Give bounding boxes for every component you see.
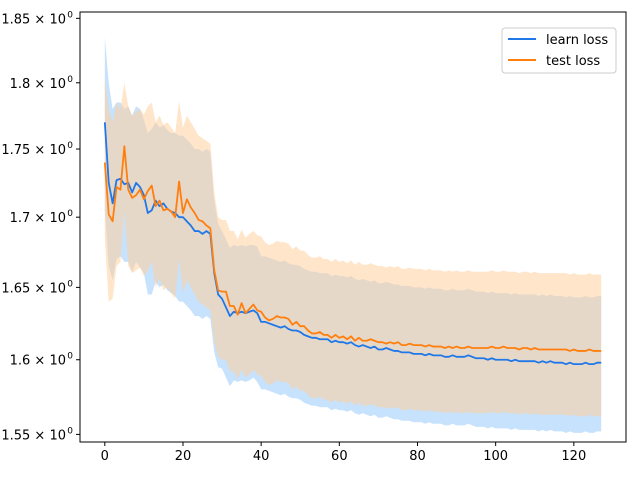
x-tick-label: 80 xyxy=(409,449,426,464)
x-tick-label: 20 xyxy=(175,449,192,464)
y-tick-exponent: 0 xyxy=(67,209,73,219)
confidence-bands xyxy=(104,37,602,433)
y-tick-exponent: 0 xyxy=(67,426,73,436)
x-tick-label: 100 xyxy=(483,449,508,464)
y-tick-label: 1.7 × 10 xyxy=(10,211,66,226)
y-axis-ticks: 1.55 × 10 01.6 × 10 01.65 × 10 01.7 × 10 01.… xyxy=(1,10,80,443)
y-tick-exponent: 0 xyxy=(67,75,73,85)
series-lines xyxy=(103,122,602,366)
y-tick-label: 1.75 × 10 xyxy=(1,143,66,158)
x-axis-ticks: 0 20 40 60 80 100 120 xyxy=(101,442,586,464)
line-learn-loss xyxy=(103,122,602,366)
y-tick-label: 1.55 × 10 xyxy=(1,428,66,443)
y-tick-label: 1.6 × 10 xyxy=(10,354,66,369)
legend-label-learn-loss: learn loss xyxy=(546,33,608,48)
plot-frame xyxy=(79,11,627,443)
y-tick-exponent: 0 xyxy=(67,10,73,20)
legend-label-test-loss: test loss xyxy=(546,54,600,69)
y-tick-exponent: 0 xyxy=(67,352,73,362)
x-tick-label: 60 xyxy=(331,449,348,464)
line-test-loss xyxy=(103,145,602,352)
band-test-loss xyxy=(104,76,602,417)
y-tick-label: 1.65 × 10 xyxy=(1,281,66,296)
y-tick-label: 1.8 × 10 xyxy=(10,77,66,92)
x-tick-label: 120 xyxy=(561,449,586,464)
x-tick-label: 40 xyxy=(253,449,270,464)
y-tick-exponent: 0 xyxy=(67,141,73,151)
y-tick-exponent: 0 xyxy=(67,279,73,289)
legend: learn loss test loss xyxy=(501,27,617,74)
y-tick-label: 1.85 × 10 xyxy=(1,12,66,27)
x-tick-label: 0 xyxy=(101,449,109,464)
